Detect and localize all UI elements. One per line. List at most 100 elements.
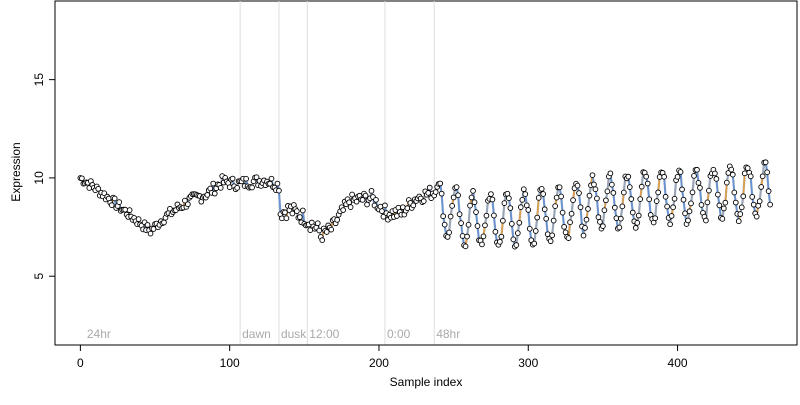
data-point	[297, 215, 302, 220]
data-point	[218, 185, 223, 190]
y-axis-label: Expression	[9, 142, 23, 201]
data-point	[185, 202, 190, 207]
data-point	[383, 203, 388, 208]
data-point	[517, 220, 522, 225]
data-point	[559, 194, 564, 199]
time-annotation: dawn	[242, 327, 271, 341]
data-point	[490, 197, 495, 202]
data-point	[518, 205, 523, 210]
data-point	[738, 212, 743, 217]
data-point	[438, 181, 443, 186]
data-point	[621, 190, 626, 195]
data-point	[521, 187, 526, 192]
data-point	[689, 201, 694, 206]
data-point	[626, 174, 631, 179]
data-point	[532, 241, 537, 246]
data-point	[653, 216, 658, 221]
data-point	[548, 239, 553, 244]
data-point	[609, 182, 614, 187]
data-point	[439, 191, 444, 196]
data-point	[715, 192, 720, 197]
data-point	[489, 192, 494, 197]
data-point	[714, 177, 719, 182]
time-annotation: 24hr	[87, 327, 111, 341]
data-point	[602, 208, 607, 213]
data-point	[671, 205, 676, 210]
data-point	[741, 194, 746, 199]
data-point	[284, 216, 289, 221]
data-point	[601, 224, 606, 229]
data-point	[644, 174, 649, 179]
data-point	[533, 229, 538, 234]
data-point	[675, 174, 680, 179]
data-point	[471, 189, 476, 194]
data-point	[457, 212, 462, 217]
data-point	[456, 193, 461, 198]
data-point	[109, 203, 114, 208]
x-tick-label: 0	[77, 356, 84, 370]
data-point	[348, 205, 353, 210]
data-point	[707, 188, 712, 193]
data-point	[250, 185, 255, 190]
data-point	[442, 222, 447, 227]
x-tick-label: 200	[369, 356, 389, 370]
data-point	[596, 215, 601, 220]
data-point	[732, 190, 737, 195]
data-point	[663, 194, 668, 199]
data-point	[763, 160, 768, 165]
data-point	[329, 227, 334, 232]
data-point	[244, 176, 249, 181]
data-point	[315, 221, 320, 226]
data-point	[712, 171, 717, 176]
data-point	[145, 223, 150, 228]
data-point	[553, 204, 558, 209]
data-point	[571, 198, 576, 203]
data-point	[620, 204, 625, 209]
data-point	[212, 191, 217, 196]
data-point	[739, 205, 744, 210]
data-point	[335, 217, 340, 222]
data-point	[592, 182, 597, 187]
data-point	[733, 200, 738, 205]
data-point	[411, 203, 416, 208]
data-point	[636, 213, 641, 218]
data-point	[374, 197, 379, 202]
data-point	[754, 214, 759, 219]
data-point	[447, 230, 452, 235]
data-point	[526, 208, 531, 213]
data-point	[581, 233, 586, 238]
data-point	[79, 176, 84, 181]
data-point	[536, 195, 541, 200]
data-point	[617, 225, 622, 230]
data-point	[235, 185, 240, 190]
data-point	[127, 208, 132, 213]
data-point	[569, 211, 574, 216]
data-point	[509, 221, 514, 226]
data-point	[277, 188, 282, 193]
data-point	[586, 207, 591, 212]
y-tick-label: 5	[32, 273, 46, 280]
data-point	[469, 195, 474, 200]
data-point	[680, 187, 685, 192]
data-point	[448, 214, 453, 219]
data-point	[562, 224, 567, 229]
data-point	[463, 244, 468, 249]
data-point	[162, 220, 167, 225]
data-point	[542, 207, 547, 212]
data-point	[654, 199, 659, 204]
data-point	[112, 196, 117, 201]
data-point	[662, 174, 667, 179]
data-point	[698, 185, 703, 190]
data-point	[742, 171, 747, 176]
data-point	[468, 203, 473, 208]
data-point	[681, 197, 686, 202]
data-point	[484, 213, 489, 218]
data-point	[692, 173, 697, 178]
data-point	[605, 189, 610, 194]
data-point	[577, 191, 582, 196]
data-point	[745, 166, 750, 171]
data-point	[717, 203, 722, 208]
